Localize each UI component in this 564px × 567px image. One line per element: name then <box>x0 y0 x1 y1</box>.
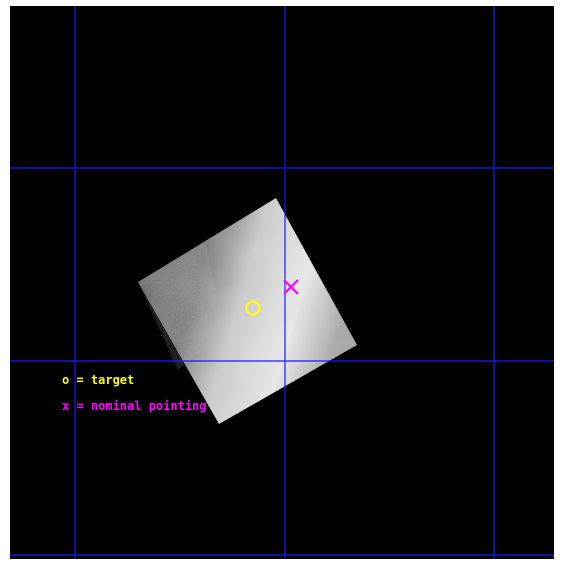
noisy-region <box>138 242 225 370</box>
pointing-stroke <box>283 279 299 295</box>
legend-pointing: x = nominal pointing <box>62 399 207 413</box>
legend-target: o = target <box>62 373 134 387</box>
coordinate-grid <box>10 6 554 559</box>
target-marker <box>245 300 261 316</box>
pointing-marker <box>283 279 299 295</box>
